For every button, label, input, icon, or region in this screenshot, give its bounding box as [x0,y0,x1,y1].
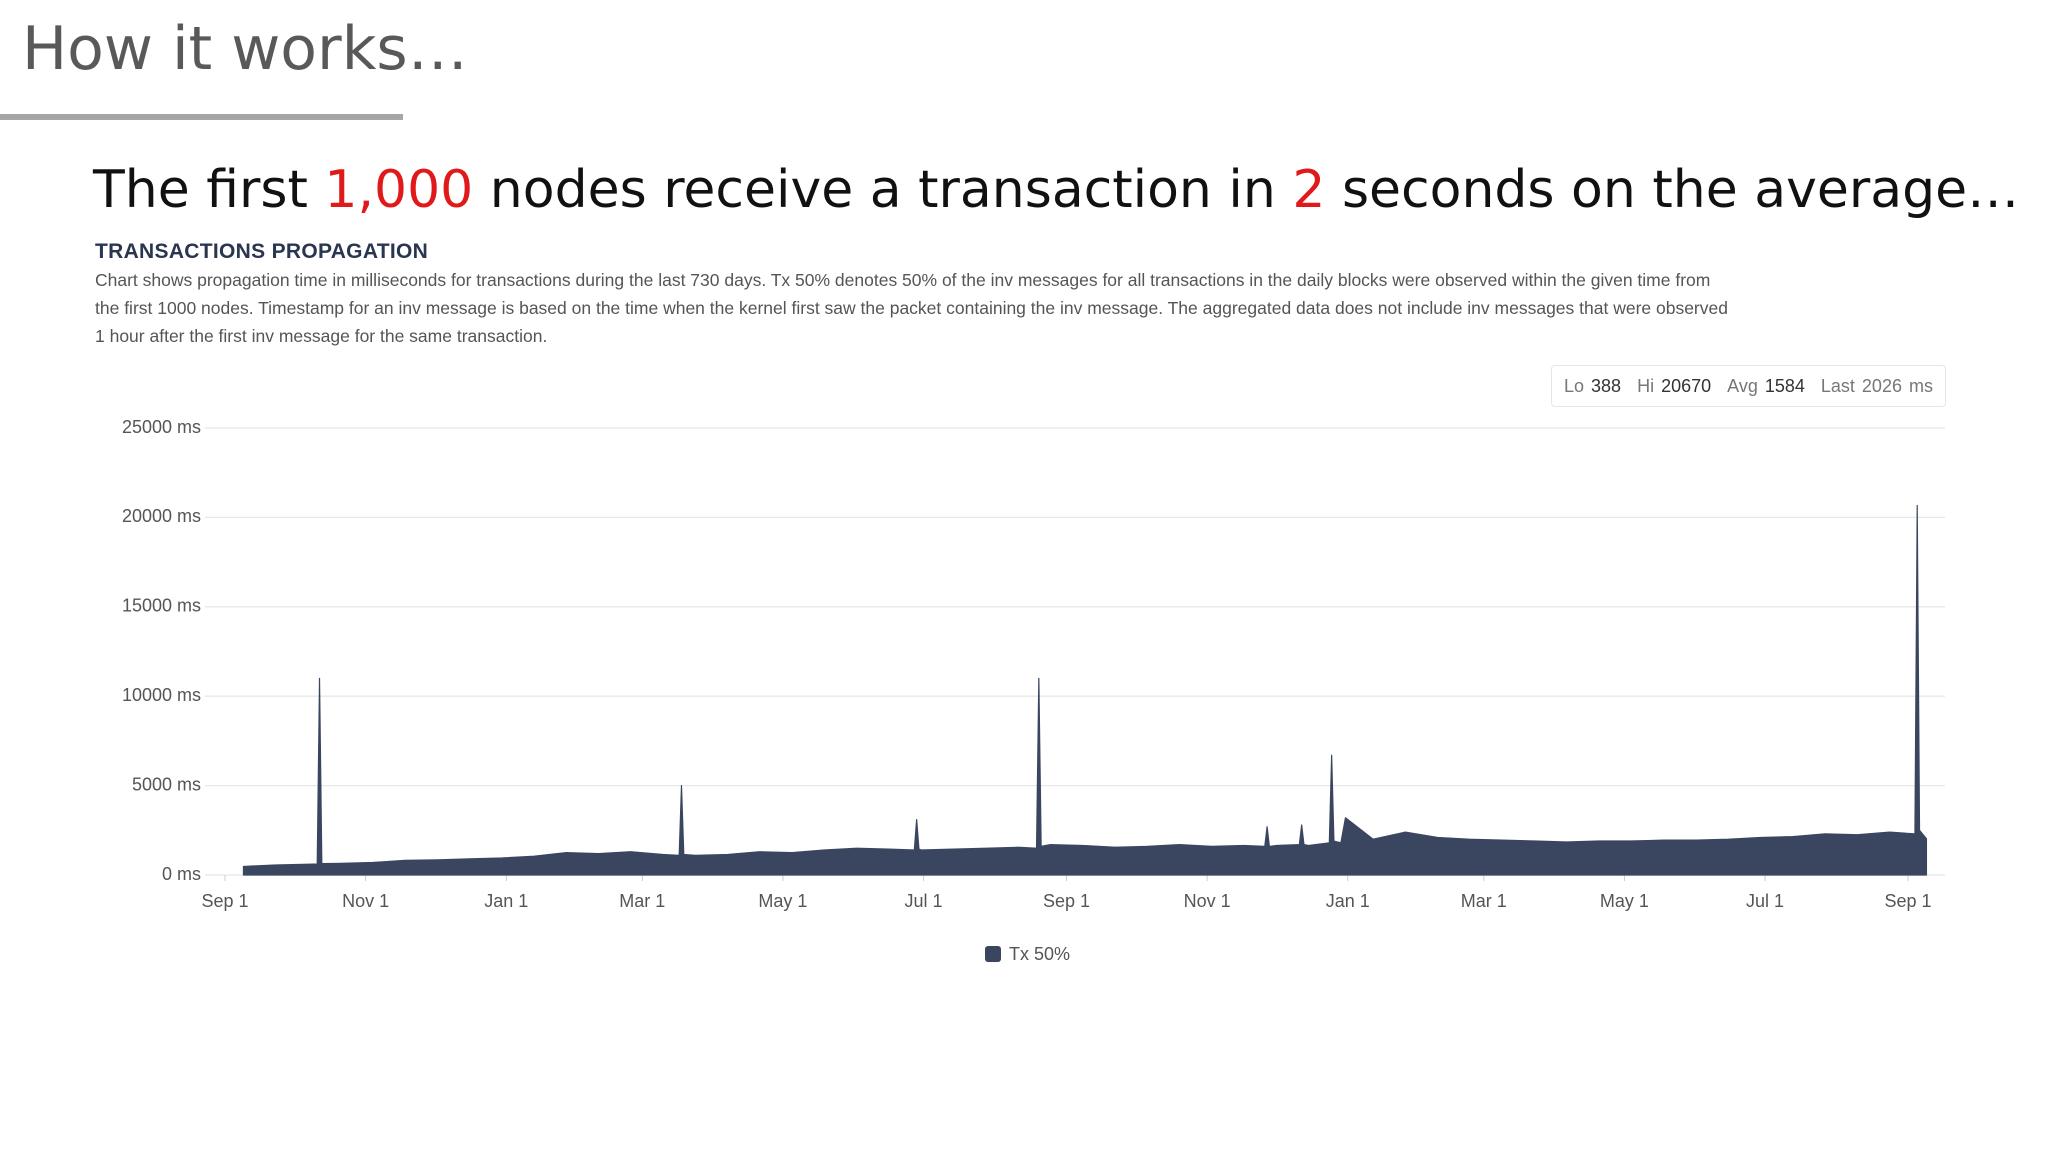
title-rule [0,114,403,120]
headline: The first 1,000 nodes receive a transact… [93,160,2019,220]
x-tick-label: May 1 [758,891,807,911]
slide-title: How it works… [22,14,468,84]
headline-text: The first [93,160,325,220]
headline-text: seconds on the average… [1325,160,2020,220]
y-tick-label: 0 ms [162,864,201,884]
x-tick-label: Nov 1 [342,891,389,911]
x-tick-label: Jul 1 [905,891,943,911]
y-tick-label: 25000 ms [122,417,201,437]
y-tick-label: 20000 ms [122,506,201,526]
legend-swatch [985,946,1001,962]
headline-text: nodes receive a transaction in [473,160,1293,220]
x-tick-label: Mar 1 [619,891,665,911]
stat-label: Hi [1637,375,1655,396]
stat-value: 1584 [1764,375,1805,396]
x-tick-label: Nov 1 [1184,891,1231,911]
y-tick-label: 10000 ms [122,685,201,705]
stat-label: Lo [1564,375,1585,396]
y-tick-label: 5000 ms [132,774,201,794]
description-line: the first 1000 nodes. Timestamp for an i… [95,298,1728,318]
x-tick-label: May 1 [1600,891,1649,911]
stat-label: Last [1820,375,1855,396]
area [242,504,1928,876]
y-tick-label: 15000 ms [122,596,201,616]
stat-unit: ms [1908,375,1933,396]
chart-title: TRANSACTIONS PROPAGATION [95,240,429,263]
legend: Tx 50% [985,944,1070,964]
chart-description: Chart shows propagation time in millisec… [95,266,1728,350]
x-tick-label: Jul 1 [1746,891,1784,911]
description-line: Chart shows propagation time in millisec… [95,270,1711,290]
headline-highlight: 2 [1292,160,1326,220]
x-tick-label: Sep 1 [1043,891,1090,911]
stat-value: 2026 [1861,375,1902,396]
stats-box: Lo 388 Hi 20670 Avg 1584 Last 2026 ms [1551,365,1946,407]
x-tick-label: Jan 1 [1326,891,1370,911]
x-tick-label: Jan 1 [484,891,528,911]
headline-highlight: 1,000 [324,160,474,220]
x-tick-label: Mar 1 [1461,891,1507,911]
stat-value: 20670 [1661,375,1712,396]
x-tick-label: Sep 1 [1884,891,1931,911]
stat-value: 388 [1591,375,1622,396]
stat-label: Avg [1727,375,1758,396]
description-line: 1 hour after the first inv message for t… [95,326,548,346]
legend-label: Tx 50% [1009,944,1070,964]
x-tick-label: Sep 1 [201,891,248,911]
